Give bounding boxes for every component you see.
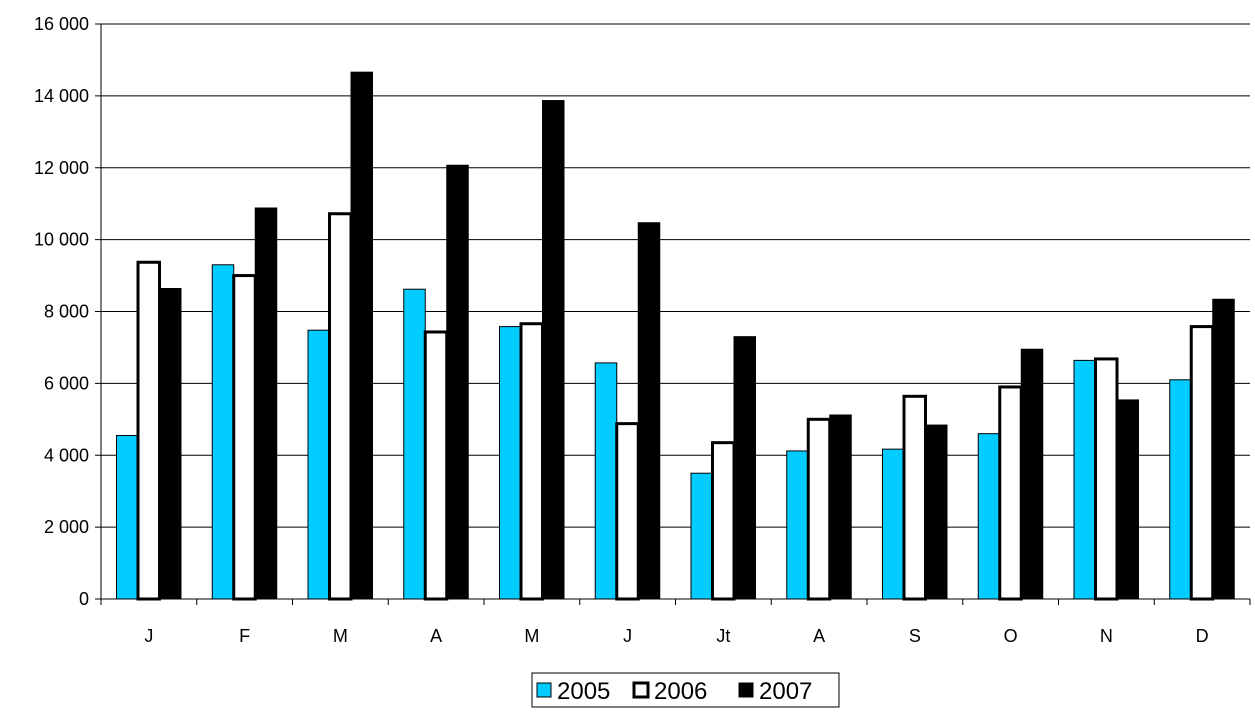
bar-2005-11	[1073, 359, 1096, 600]
y-tick-label: 12 000	[34, 158, 89, 178]
bar-2007-10	[1020, 348, 1044, 600]
legend-swatch-2005	[536, 682, 552, 698]
legend-box	[531, 672, 840, 708]
bar-2005-5	[499, 326, 522, 600]
y-tick-label: 10 000	[34, 230, 89, 250]
bar-2005-8	[786, 450, 809, 600]
bar-2007-2	[254, 207, 278, 600]
y-tick-label: 6 000	[44, 373, 89, 393]
bar-2007-11	[1116, 399, 1139, 600]
bar-2007-12	[1212, 298, 1235, 600]
bar-2005-3	[307, 329, 330, 600]
legend-label-2006: 2006	[654, 678, 707, 705]
bar-2007-7	[733, 336, 756, 600]
bar-2007-6	[637, 222, 661, 600]
bar-2006-7	[711, 441, 736, 601]
x-tick-label: F	[239, 626, 250, 646]
bar-2007-8	[829, 414, 852, 600]
bar-2006-2	[232, 274, 257, 601]
bar-2006-9	[902, 394, 927, 601]
y-tick-label: 4 000	[44, 445, 89, 465]
legend-label-2005: 2005	[557, 678, 610, 705]
bar-2007-1	[159, 288, 182, 600]
x-tick-label: J	[623, 626, 632, 646]
bar-2006-1	[136, 260, 161, 601]
bar-2005-9	[882, 448, 905, 600]
y-tick-label: 14 000	[34, 86, 89, 106]
x-tick-label: A	[430, 626, 442, 646]
bar-2005-1	[116, 434, 139, 600]
bar-2006-4	[423, 330, 449, 601]
bar-2006-11	[1094, 357, 1119, 601]
y-tick-label: 16 000	[34, 14, 89, 34]
bars	[116, 71, 1235, 601]
x-tick-label: D	[1196, 626, 1209, 646]
bar-2005-6	[594, 362, 618, 600]
bar-2006-5	[519, 322, 544, 601]
bar-2006-3	[328, 212, 353, 601]
x-tick-label: O	[1004, 626, 1018, 646]
x-tick-label: S	[909, 626, 921, 646]
bar-2005-7	[690, 472, 713, 600]
bar-2007-9	[925, 424, 948, 600]
x-tick-label: J	[144, 626, 153, 646]
bar-2007-3	[350, 71, 373, 600]
x-tick-labels: J F M A M J Jt A S O N D	[144, 626, 1208, 646]
y-tick-label: 8 000	[44, 302, 89, 322]
x-tick-label: M	[524, 626, 539, 646]
gridlines	[101, 23, 1250, 528]
legend-swatch-2007	[738, 682, 754, 698]
x-tick-label: N	[1100, 626, 1113, 646]
legend-swatch-2006	[632, 681, 650, 699]
x-tick-label: Jt	[716, 626, 730, 646]
y-tick-label: 2 000	[44, 517, 89, 537]
bar-2005-12	[1169, 379, 1192, 600]
bar-2006-10	[998, 385, 1023, 601]
legend: 2005 2006 2007	[531, 672, 840, 708]
x-tick-label: M	[333, 626, 348, 646]
bar-2006-6	[615, 422, 640, 601]
legend-label-2007: 2007	[759, 678, 812, 705]
axes	[95, 23, 1251, 605]
bar-2007-4	[446, 164, 469, 600]
bar-2006-8	[806, 417, 832, 601]
x-tick-label: A	[813, 626, 825, 646]
y-tick-label: 0	[79, 589, 89, 609]
bar-2005-4	[403, 288, 426, 600]
bar-2006-12	[1189, 325, 1215, 601]
y-tick-labels: 0 2 000 4 000 6 000 8 000 10 000 12 000 14 000 1…	[34, 14, 89, 609]
bar-2005-2	[211, 264, 235, 600]
bar-2005-10	[977, 433, 1001, 600]
bar-2007-5	[542, 100, 565, 600]
